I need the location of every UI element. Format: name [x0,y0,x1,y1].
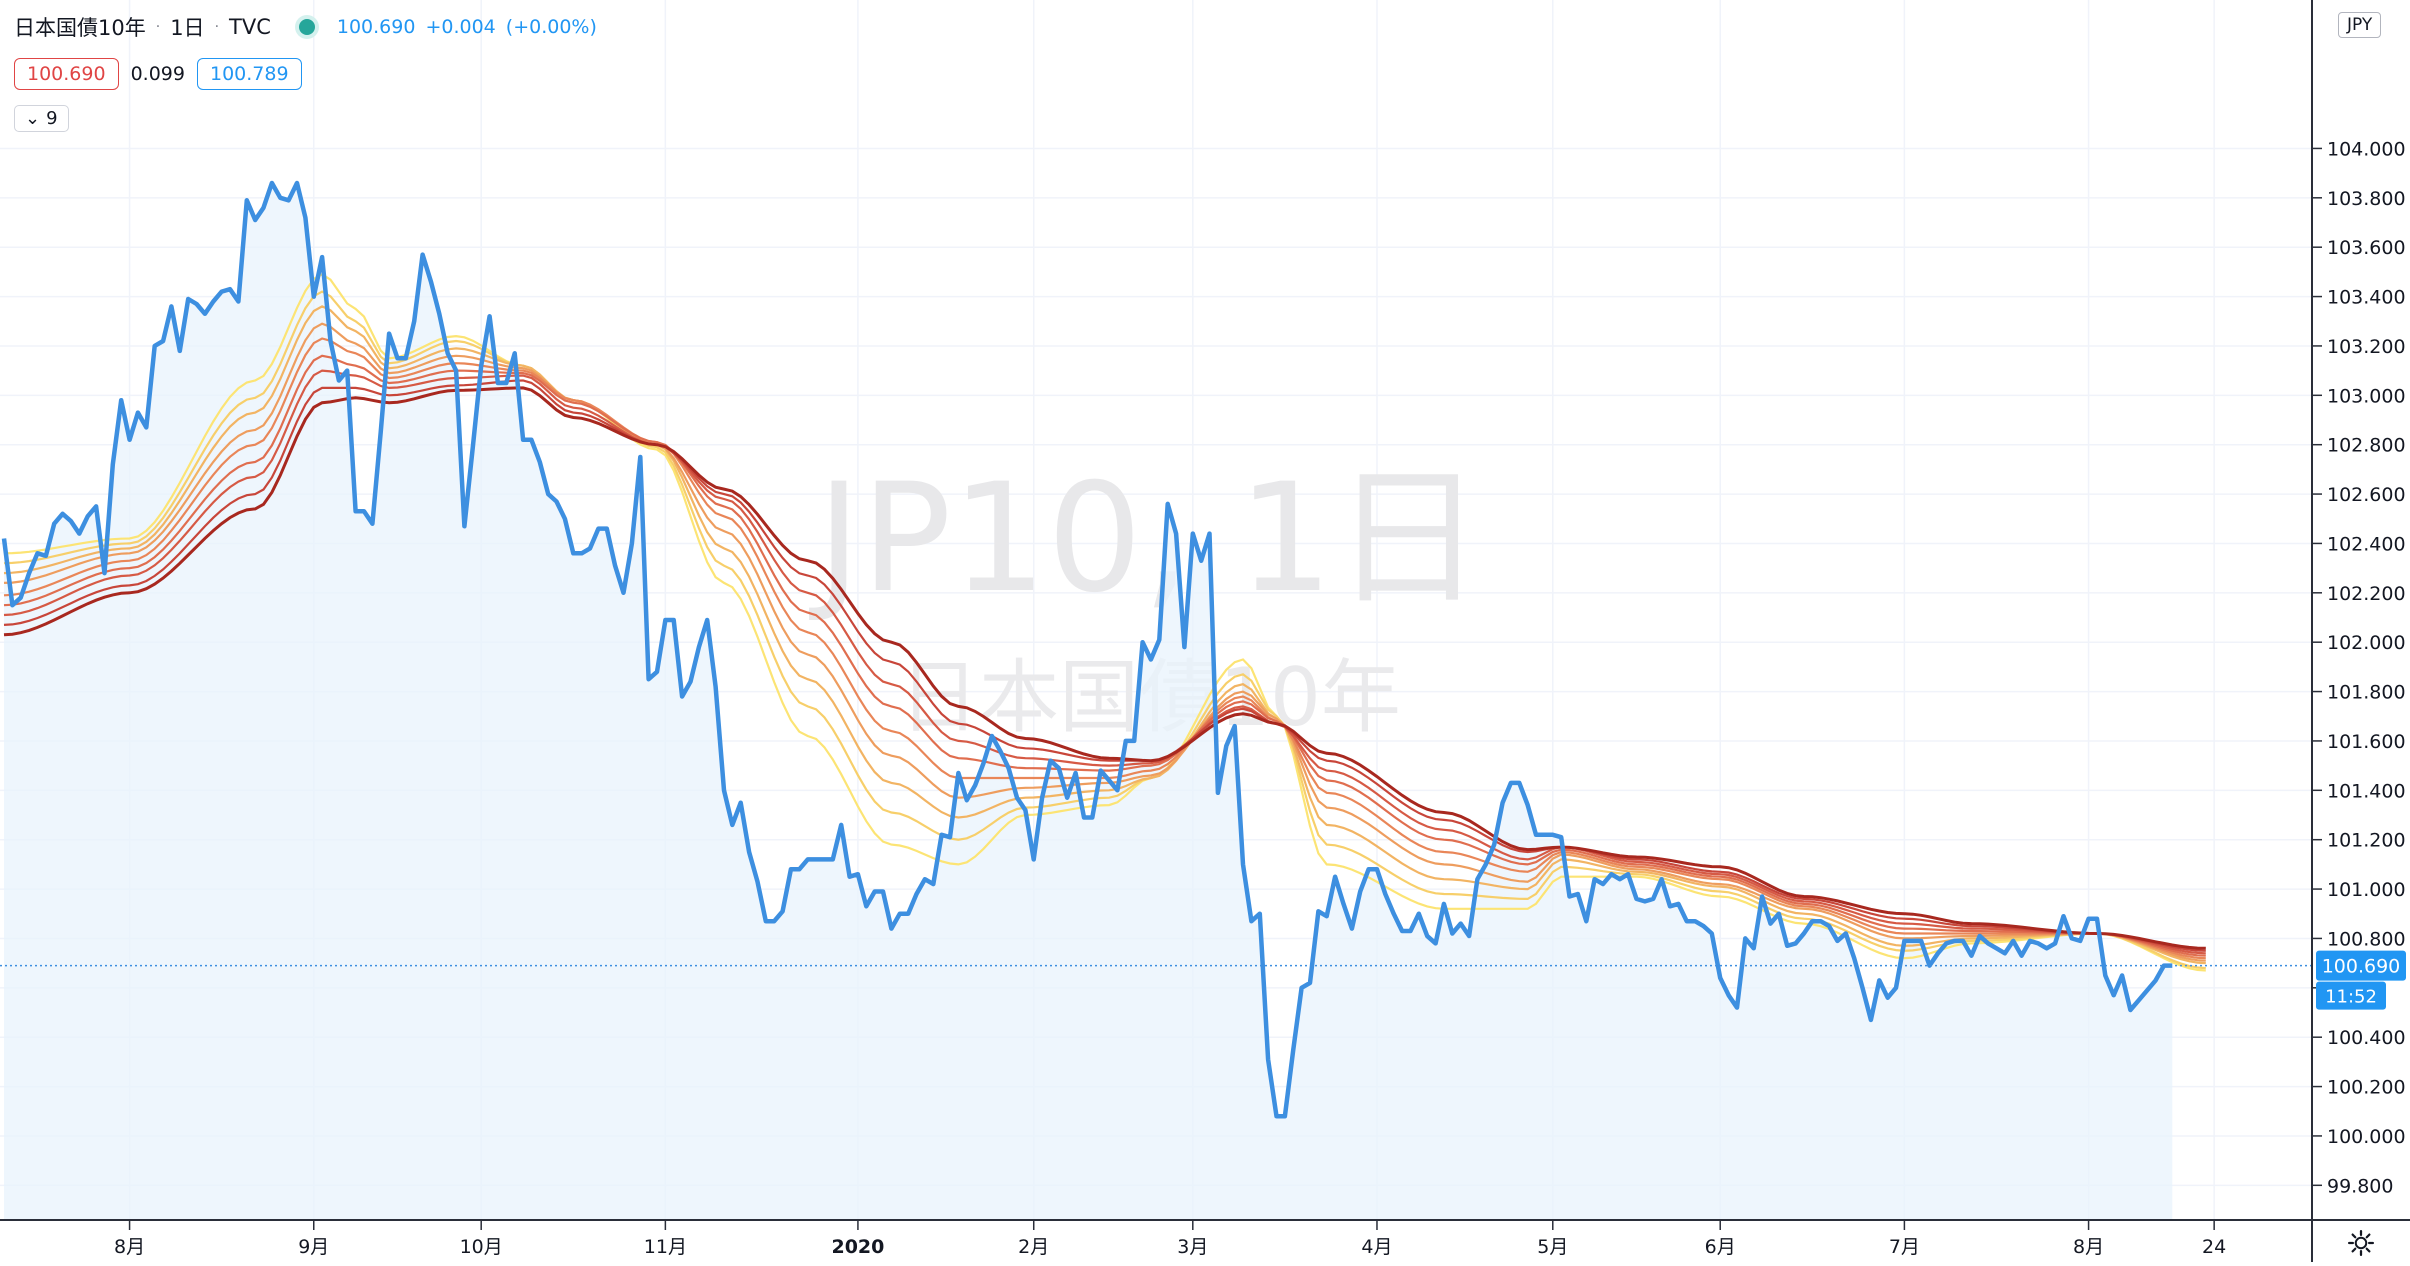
ma-line-3 [3,305,2206,965]
ma-line-1 [3,273,2206,972]
price-tick-label: 103.800 [2327,188,2406,210]
price-tick-label: 101.200 [2327,830,2406,852]
last-price-tag-label: 100.690 [2322,956,2401,978]
symbol-legend[interactable]: 日本国債10年 · 1日 · TVC 100.690 +0.004 (+0.00… [14,12,597,42]
ma-line-4 [3,322,2206,962]
price-tick-label: 104.000 [2327,138,2406,160]
countdown-tag [2316,981,2386,1010]
symbol-name[interactable]: 日本国債10年 [14,16,146,40]
ma-line-9 [3,386,2206,950]
price-area [4,183,2173,1220]
price-tick-label: 101.400 [2327,780,2406,802]
market-status-icon[interactable] [298,19,315,35]
time-tick-label: 2020 [831,1236,884,1258]
price-scale[interactable]: 99.800 100.000 100.200 100.400 100.800 101.00… [2312,138,2406,1197]
time-scale[interactable]: 8月 9月 10月 11月 2020 2月 3月 4月 5月 6月 7月 8月 24 [114,1220,2226,1258]
time-tick-label: 5月 [1537,1236,1568,1258]
countdown-tag-label: 11:52 [2325,987,2377,1008]
time-tick-label: 9月 [298,1236,329,1258]
interval-label[interactable]: 1日 [170,16,205,40]
ma-line-2 [3,290,2206,970]
exchange-label: TVC [229,15,271,39]
time-tick-label: 8月 [2073,1236,2104,1258]
spread-value: 0.099 [130,63,185,85]
price-scale-tags: 100.690 11:52 [2316,950,2406,1010]
price-tick-label: 103.200 [2327,336,2406,358]
watermark-symbol: JP10, 1日 [809,452,1483,626]
indicator-count: 9 [46,108,58,129]
price-tick-label: 102.800 [2327,435,2406,457]
price-tick-label: 101.800 [2327,682,2406,704]
watermark: JP10, 1日 日本国債10年 [809,452,1483,744]
time-tick-label: 11月 [644,1236,687,1258]
price-line [1,180,2173,1119]
last-price-value: 100.690 [336,16,416,38]
time-tick-label: 10月 [460,1236,503,1258]
time-tick-label: 4月 [1361,1236,1392,1258]
price-tick-label: 101.600 [2327,731,2406,753]
time-tick-label: 6月 [1705,1236,1736,1258]
ma-line-6 [3,354,2206,957]
separator-dot: · [214,19,220,35]
separator-dot: · [155,19,161,35]
indicators-toggle[interactable]: ⌄ 9 [14,105,69,132]
price-tick-label: 102.000 [2327,632,2406,654]
price-tick-label: 103.600 [2327,237,2406,259]
price-tick-label: 99.800 [2327,1175,2393,1197]
price-tick-label: 102.600 [2327,484,2406,506]
price-tick-label: 103.000 [2327,385,2406,407]
price-tick-label: 103.400 [2327,287,2406,309]
ask-button[interactable]: 100.789 [196,58,302,90]
price-tick-label: 100.800 [2327,928,2406,950]
ma-line-7 [3,369,2206,955]
time-tick-label: 7月 [1889,1236,1920,1258]
price-series [1,180,2173,1119]
currency-label[interactable]: JPY [2338,12,2382,38]
time-tick-label: 2月 [1018,1236,1049,1258]
price-area-fill [4,183,2173,1220]
change-percent: (+0.00%) [505,16,597,38]
price-tick-label: 100.200 [2327,1077,2406,1099]
bid-ask-row: 100.690 0.099 100.789 [14,58,302,90]
bid-button[interactable]: 100.690 [14,58,119,90]
time-tick-label: 8月 [114,1236,145,1258]
ma-line-8 [3,379,2206,952]
last-price-tag [2316,950,2406,981]
time-tick-label: 24 [2202,1236,2226,1258]
chevron-down-icon: ⌄ [25,108,41,129]
price-tick-label: 102.200 [2327,583,2406,605]
price-tick-label: 101.000 [2327,879,2406,901]
time-tick-label: 3月 [1177,1236,1208,1258]
gear-icon[interactable] [2346,1228,2376,1258]
price-tick-label: 102.400 [2327,533,2406,555]
change-value: +0.004 [425,16,496,38]
price-tick-label: 100.000 [2327,1126,2406,1148]
ma-ribbon [3,273,2206,972]
price-tick-label: 100.400 [2327,1027,2406,1049]
